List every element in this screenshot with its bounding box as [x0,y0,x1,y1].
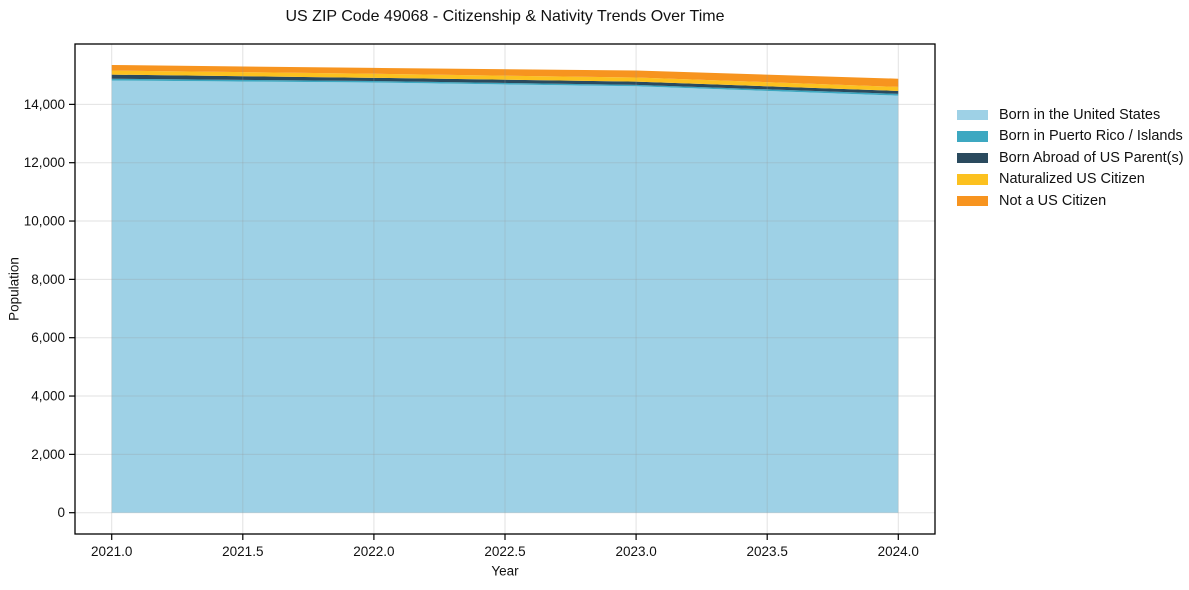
legend-swatch-born-us [957,109,988,120]
y-tick-label: 2,000 [31,447,65,462]
y-tick-label: 14,000 [24,97,65,112]
chart-title: US ZIP Code 49068 - Citizenship & Nativi… [285,8,725,25]
area-series-1 [111,78,899,96]
legend-label: Not a US Citizen [999,192,1107,209]
y-axis-label: Population [6,257,22,321]
legend-item: Not a US Citizen [957,190,1184,212]
legend-item: Born in the United States [957,104,1184,126]
legend: Born in the United States Born in Puerto… [957,104,1184,212]
area-series-0 [111,80,899,513]
y-tick-label: 0 [57,505,65,520]
x-tick-label: 2022.5 [484,544,525,559]
legend-item: Born Abroad of US Parent(s) [957,147,1184,169]
x-tick-label: 2022.0 [353,544,394,559]
x-tick-label: 2023.5 [747,544,788,559]
legend-item: Naturalized US Citizen [957,169,1184,191]
legend-swatch-not-citizen [957,195,988,206]
legend-label: Naturalized US Citizen [999,171,1145,188]
y-tick-label: 10,000 [24,214,65,229]
area-series-2 [111,74,899,94]
x-tick-label: 2023.0 [615,544,656,559]
y-tick-label: 8,000 [31,272,65,287]
y-tick-label: 6,000 [31,330,65,345]
legend-label: Born in Puerto Rico / Islands [999,128,1183,145]
y-tick-label: 12,000 [24,155,65,170]
legend-label: Born in the United States [999,106,1161,123]
area-series-3 [111,70,899,91]
x-tick-label: 2021.5 [222,544,263,559]
legend-swatch-born-pr [957,131,988,142]
x-tick-label: 2024.0 [878,544,919,559]
x-tick-label: 2021.0 [91,544,132,559]
legend-item: Born in Puerto Rico / Islands [957,126,1184,148]
legend-label: Born Abroad of US Parent(s) [999,149,1184,166]
legend-swatch-naturalized [957,174,988,185]
area-series-4 [111,65,899,87]
legend-swatch-born-abroad [957,152,988,163]
y-tick-label: 4,000 [31,389,65,404]
x-axis-label: Year [491,563,519,579]
